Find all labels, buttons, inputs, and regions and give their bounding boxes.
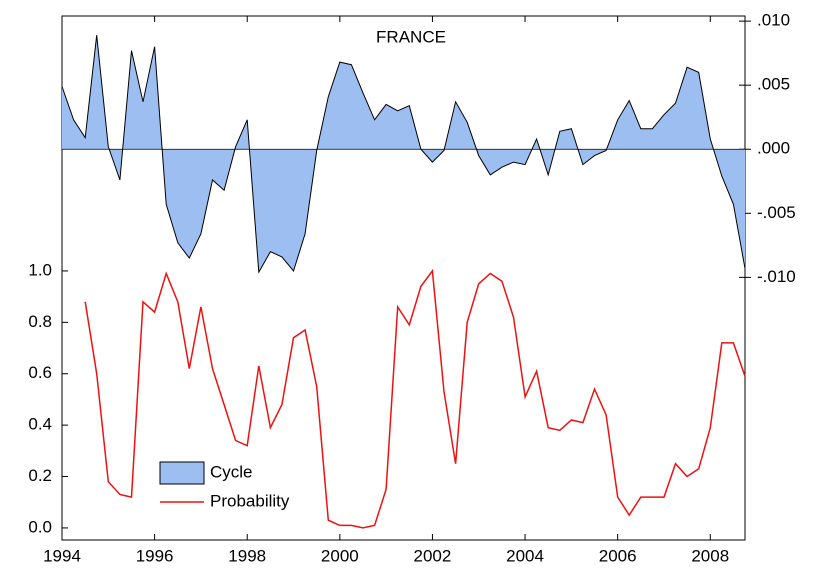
- x-tick-label: 2000: [321, 546, 359, 565]
- legend-swatch: [159, 461, 205, 485]
- legend-label: Cycle: [210, 462, 253, 481]
- y-tick-label: 0.0: [28, 517, 52, 536]
- y-tick-label: 1.0: [28, 260, 52, 279]
- y2-tick-label: .005: [757, 75, 790, 94]
- probability-line: [84, 268, 746, 529]
- y-tick-label: 0.2: [28, 466, 52, 485]
- cycle-line: [61, 35, 746, 274]
- x-tick-label: 1998: [228, 546, 266, 565]
- y-tick-label: 0.4: [28, 415, 52, 434]
- x-tick-label: 1994: [43, 546, 81, 565]
- y-tick-label: 0.8: [28, 312, 52, 331]
- y-tick-label: 0.6: [28, 363, 52, 382]
- cycle-area: [62, 35, 745, 273]
- y2-tick-label: -.005: [757, 203, 796, 222]
- plot-frame: [61, 15, 746, 541]
- y2-tick-label: .000: [757, 139, 790, 158]
- y2-tick-label: .010: [757, 11, 790, 30]
- x-tick-label: 2004: [506, 546, 544, 565]
- x-tick-label: 2006: [599, 546, 637, 565]
- x-tick-label: 2002: [414, 546, 452, 565]
- y2-tick-label: -.010: [757, 267, 796, 286]
- legend-label: Probability: [210, 491, 290, 510]
- chart-title: FRANCE: [376, 27, 446, 46]
- x-tick-label: 2008: [691, 546, 729, 565]
- x-tick-label: 1996: [136, 546, 174, 565]
